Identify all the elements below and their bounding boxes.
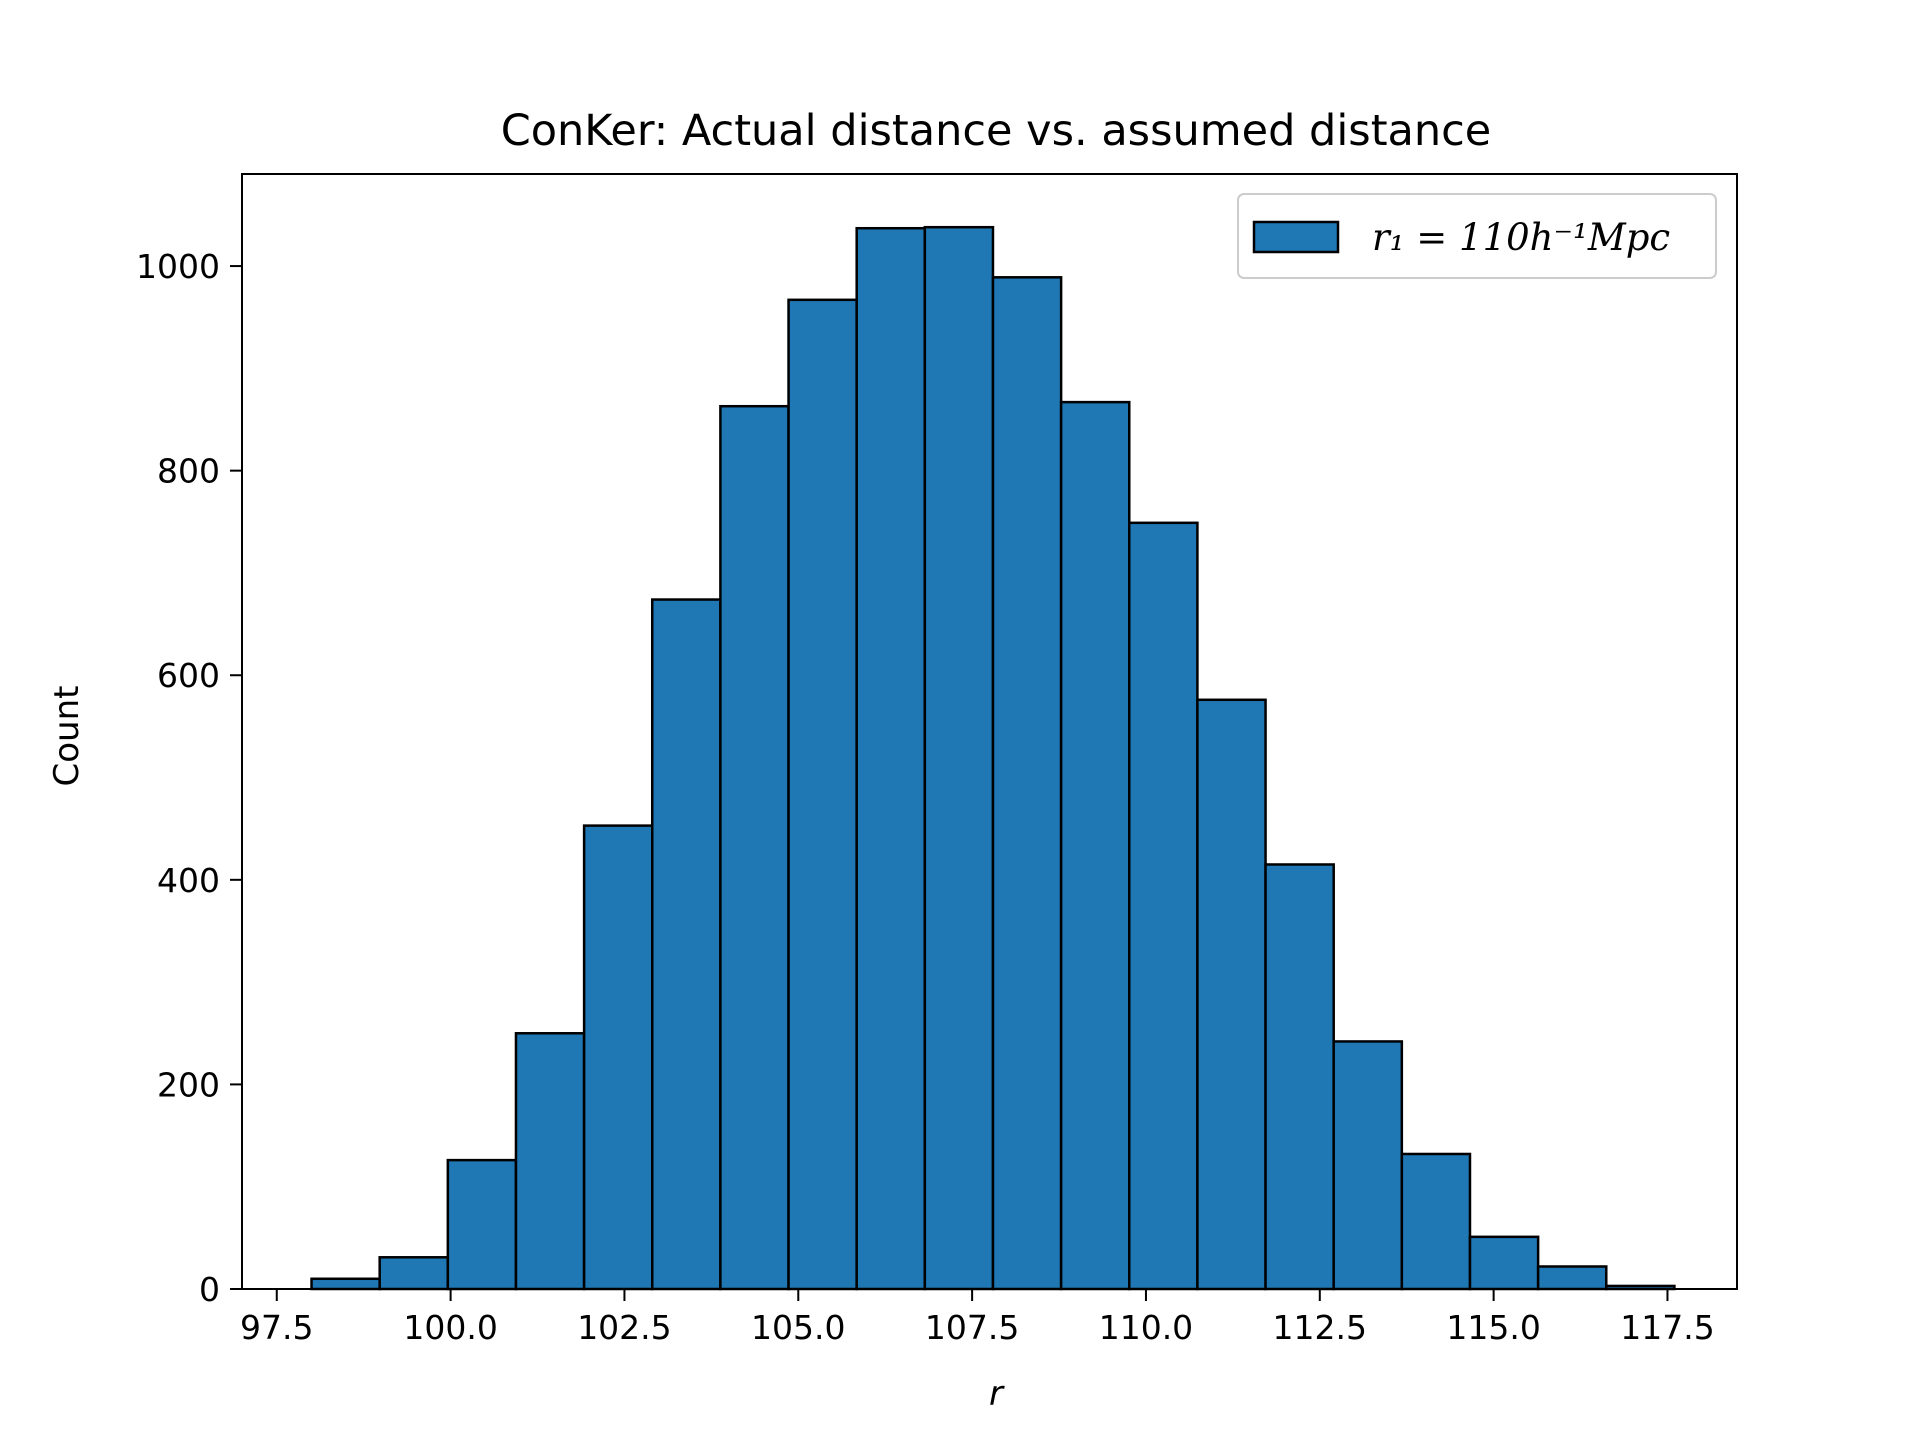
plot-frame (241, 173, 1738, 1290)
y-tick-label: 400 (157, 861, 220, 900)
y-axis-label: Count (47, 686, 87, 787)
y-tick-label: 0 (199, 1270, 220, 1309)
histogram-bar (923, 225, 995, 1291)
x-tick-label: 117.5 (1620, 1308, 1714, 1347)
x-axis-label: r (989, 1374, 1005, 1414)
histogram-bar (446, 1158, 518, 1291)
y-tick-label: 800 (157, 452, 220, 491)
histogram-bar (310, 1277, 381, 1291)
histogram-bar (651, 598, 722, 1291)
histogram-bar (1264, 863, 1335, 1291)
histogram-bar (1128, 521, 1199, 1291)
x-tick-label: 102.5 (577, 1308, 671, 1347)
x-tick-label: 115.0 (1446, 1308, 1540, 1347)
x-tick-label: 107.5 (925, 1308, 1019, 1347)
histogram-bar (1196, 698, 1267, 1291)
x-tick-label: 105.0 (751, 1308, 845, 1347)
legend: r₁ = 110h⁻¹Mpc (1237, 193, 1717, 279)
histogram-bar (1059, 400, 1131, 1291)
y-tick-label: 1000 (136, 247, 220, 286)
histogram-bar (378, 1256, 450, 1291)
y-axis-ticks: 0 200 400 600 800 1000 (136, 247, 242, 1309)
legend-swatch (1252, 220, 1340, 254)
histogram-bar (1400, 1152, 1472, 1291)
histogram-bar (1536, 1265, 1608, 1291)
histogram-bar (991, 276, 1063, 1291)
y-tick-label: 600 (157, 656, 220, 695)
x-tick-label: 110.0 (1099, 1308, 1193, 1347)
x-tick-label: 100.0 (403, 1308, 497, 1347)
histogram-bar (855, 226, 927, 1291)
x-tick-label: 112.5 (1273, 1308, 1367, 1347)
legend-entry-label: r₁ = 110h⁻¹Mpc (1372, 216, 1670, 259)
legend-box (1237, 193, 1717, 279)
histogram-bar (1468, 1235, 1540, 1291)
histogram-bar (582, 824, 654, 1291)
x-axis-ticks: 97.5 100.0 102.5 105.0 107.5 110.0 112.5 115.0 1… (240, 1289, 1715, 1347)
x-tick-label: 97.5 (240, 1308, 313, 1347)
histogram-bar (1332, 1040, 1404, 1291)
bars-group (310, 225, 1676, 1291)
histogram-bar (514, 1032, 586, 1291)
histogram-bar (719, 404, 790, 1291)
histogram-bar (787, 298, 858, 1291)
chart-title: ConKer: Actual distance vs. assumed dist… (501, 106, 1492, 156)
y-tick-label: 200 (157, 1065, 220, 1104)
